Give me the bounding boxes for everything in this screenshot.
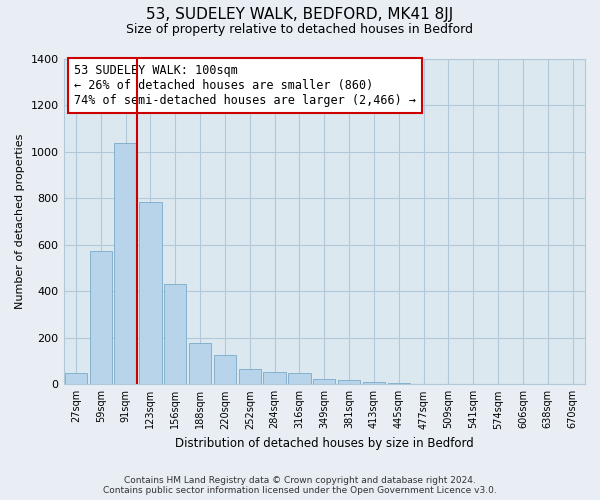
Bar <box>214 356 236 384</box>
Bar <box>89 250 112 384</box>
Text: Size of property relative to detached houses in Bedford: Size of property relative to detached ho… <box>127 22 473 36</box>
Bar <box>338 380 360 384</box>
Bar <box>388 383 410 384</box>
Bar <box>164 284 187 384</box>
Bar <box>139 202 161 384</box>
Bar <box>263 372 286 384</box>
Bar <box>239 369 261 384</box>
Bar <box>115 142 137 384</box>
Text: 53 SUDELEY WALK: 100sqm
← 26% of detached houses are smaller (860)
74% of semi-d: 53 SUDELEY WALK: 100sqm ← 26% of detache… <box>74 64 416 107</box>
Y-axis label: Number of detached properties: Number of detached properties <box>15 134 25 310</box>
Bar <box>363 382 385 384</box>
Bar <box>313 379 335 384</box>
Text: Contains HM Land Registry data © Crown copyright and database right 2024.
Contai: Contains HM Land Registry data © Crown c… <box>103 476 497 495</box>
Text: 53, SUDELEY WALK, BEDFORD, MK41 8JJ: 53, SUDELEY WALK, BEDFORD, MK41 8JJ <box>146 8 454 22</box>
X-axis label: Distribution of detached houses by size in Bedford: Distribution of detached houses by size … <box>175 437 473 450</box>
Bar <box>65 372 87 384</box>
Bar <box>189 343 211 384</box>
Bar <box>288 373 311 384</box>
